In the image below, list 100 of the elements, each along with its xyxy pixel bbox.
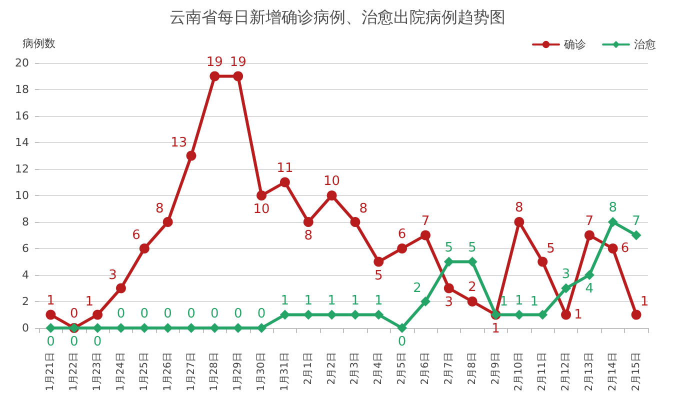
- x-tick-label: 1月22日: [68, 352, 80, 392]
- data-label: 1: [574, 307, 582, 322]
- data-label: 0: [164, 306, 172, 322]
- data-label: 0: [257, 306, 266, 322]
- point: [538, 256, 548, 267]
- data-label: 8: [608, 200, 618, 216]
- point: [326, 190, 337, 200]
- data-label: 5: [546, 241, 555, 256]
- point: [631, 310, 642, 320]
- x-tick-label: 2月6日: [420, 352, 431, 385]
- x-tick-label: 2月8日: [466, 352, 478, 385]
- x-tick-label: 2月14日: [607, 352, 618, 392]
- x-tick-label: 2月11日: [537, 352, 548, 392]
- point: [514, 310, 524, 320]
- point: [256, 323, 267, 333]
- data-label: 5: [468, 240, 476, 256]
- point: [303, 217, 314, 227]
- point: [444, 283, 454, 294]
- data-label: 1: [304, 293, 313, 308]
- data-label: 0: [140, 306, 149, 322]
- data-label: 3: [562, 266, 570, 282]
- data-label: 3: [444, 294, 454, 310]
- data-label: 6: [398, 227, 406, 242]
- chart-title: 云南省每日新增确诊病例、治愈出院病例趋势图: [170, 8, 506, 26]
- point: [350, 310, 360, 320]
- x-tick-label: 2月2日: [326, 352, 338, 385]
- point: [46, 323, 56, 333]
- x-tick-label: 1月30日: [256, 352, 268, 392]
- y-tick-label: 2: [22, 295, 29, 308]
- data-label: 2: [468, 280, 476, 295]
- x-tick-label: 2月3日: [350, 352, 361, 385]
- x-tick-label: 1月31日: [279, 352, 290, 392]
- x-tick-label: 2月4日: [373, 352, 384, 385]
- x-tick-label: 1月25日: [138, 352, 150, 392]
- data-label: 8: [359, 202, 368, 216]
- data-label: 7: [421, 214, 430, 229]
- data-label: 6: [620, 241, 630, 256]
- data-label: 1: [351, 293, 360, 308]
- point: [186, 323, 196, 333]
- point: [280, 310, 290, 320]
- data-label: 8: [155, 202, 164, 216]
- point: [374, 310, 384, 320]
- x-tick-label: 2月5日: [396, 352, 408, 385]
- point: [561, 283, 572, 294]
- data-label: 0: [398, 334, 406, 350]
- point: [420, 296, 430, 306]
- data-label: 10: [324, 174, 340, 189]
- point: [350, 217, 360, 227]
- data-label: 1: [492, 321, 500, 336]
- data-label: 19: [230, 54, 246, 70]
- point: [631, 230, 642, 240]
- point: [139, 244, 150, 254]
- point: [420, 230, 430, 240]
- y-tick-label: 18: [15, 83, 29, 96]
- point: [186, 150, 196, 161]
- data-label: 0: [46, 334, 55, 350]
- point: [561, 310, 572, 320]
- point: [397, 244, 408, 254]
- x-tick-label: 2月7日: [443, 352, 454, 385]
- point: [233, 71, 244, 82]
- data-label: 6: [132, 228, 140, 243]
- data-label: 0: [70, 306, 78, 322]
- y-tick-label: 8: [22, 216, 29, 228]
- legend-label: 治愈: [634, 38, 656, 51]
- point: [46, 310, 56, 320]
- point: [397, 323, 408, 333]
- y-tick-label: 14: [15, 136, 29, 149]
- x-tick-label: 2月12日: [560, 352, 572, 392]
- data-label: 1: [500, 294, 508, 310]
- x-tick-label: 1月26日: [162, 352, 174, 392]
- point: [303, 310, 314, 320]
- data-label: 3: [108, 268, 117, 283]
- x-tick-label: 1月27日: [186, 352, 197, 392]
- point: [444, 256, 454, 267]
- point: [280, 177, 290, 188]
- data-label: 0: [116, 306, 126, 322]
- point: [514, 217, 524, 227]
- data-label: 13: [170, 135, 188, 150]
- data-label: 0: [210, 306, 219, 322]
- data-label: 2: [413, 281, 422, 296]
- x-tick-label: 2月15日: [630, 352, 642, 392]
- data-label: 1: [515, 293, 524, 308]
- data-label: 0: [70, 334, 78, 350]
- data-label: 8: [304, 228, 313, 244]
- x-tick-label: 2月10日: [514, 352, 525, 392]
- y-tick-label: 16: [15, 110, 29, 122]
- point: [584, 230, 594, 240]
- point: [374, 256, 384, 267]
- point: [92, 310, 103, 320]
- data-label: 19: [206, 54, 223, 70]
- data-label: 1: [530, 294, 539, 310]
- point: [210, 71, 220, 82]
- data-label: 0: [93, 334, 102, 350]
- y-tick-label: 6: [22, 242, 29, 255]
- y-tick-label: 10: [15, 189, 29, 202]
- data-label: 8: [515, 200, 524, 216]
- point: [608, 217, 618, 227]
- data-label: 5: [374, 268, 383, 284]
- x-tick-label: 1月23日: [92, 352, 104, 392]
- x-tick-label: 1月24日: [115, 352, 126, 392]
